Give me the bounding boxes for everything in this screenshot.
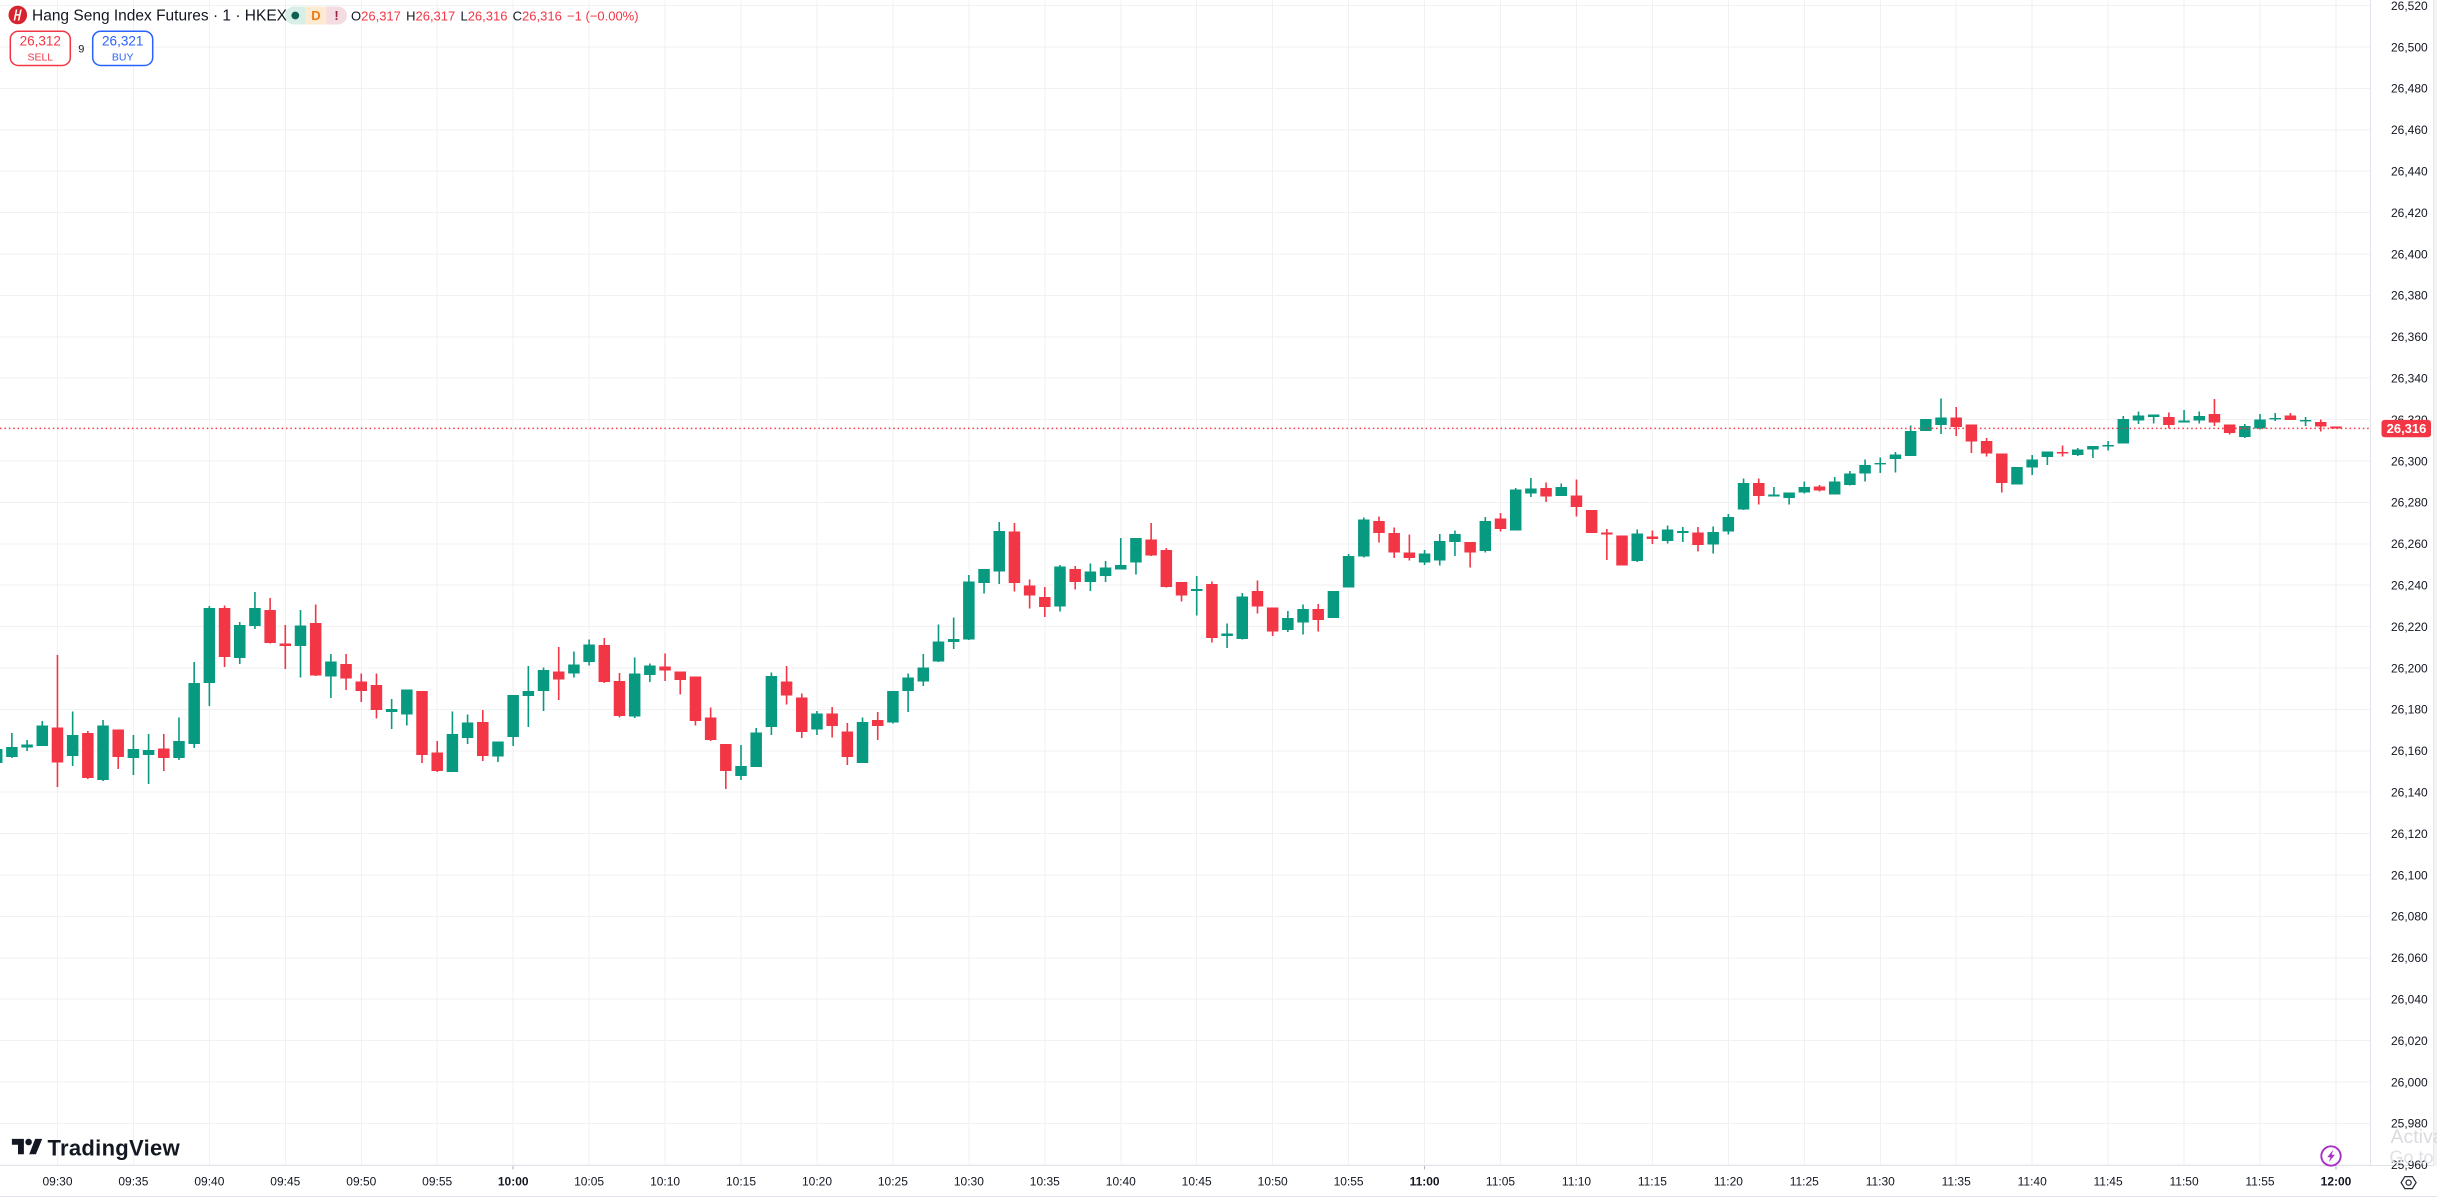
svg-text:10:20: 10:20: [802, 1175, 832, 1189]
svg-text:26,360: 26,360: [2391, 330, 2428, 344]
svg-text:10:25: 10:25: [878, 1175, 908, 1189]
svg-text:TradingView: TradingView: [48, 1135, 181, 1160]
svg-text:Hang Seng Index Futures · 1 ·: Hang Seng Index Futures · 1 · HKEX: [32, 8, 288, 25]
svg-text:11:50: 11:50: [2170, 1175, 2199, 1189]
svg-text:09:45: 09:45: [270, 1175, 300, 1189]
svg-text:26,312: 26,312: [20, 33, 61, 48]
svg-text:11:15: 11:15: [1638, 1175, 1667, 1189]
svg-text:26,140: 26,140: [2391, 786, 2428, 800]
svg-text:10:15: 10:15: [726, 1175, 756, 1189]
svg-text:26,520: 26,520: [2391, 0, 2428, 13]
svg-text:O26,317 H26,317 L26,316 C26: O26,317 H26,317 L26,316 C26,316 −1 (−0.0…: [351, 9, 639, 24]
svg-text:D: D: [311, 8, 320, 23]
svg-text:11:45: 11:45: [2094, 1175, 2123, 1189]
svg-text:10:05: 10:05: [574, 1175, 604, 1189]
svg-text:10:40: 10:40: [1106, 1175, 1136, 1189]
svg-text:26,340: 26,340: [2391, 372, 2428, 386]
svg-text:26,316: 26,316: [2387, 421, 2427, 436]
svg-text:10:30: 10:30: [954, 1175, 984, 1189]
svg-text:10:35: 10:35: [1030, 1175, 1060, 1189]
svg-text:Go to S: Go to S: [2390, 1148, 2437, 1168]
svg-text:11:40: 11:40: [2018, 1175, 2047, 1189]
svg-text:Activa: Activa: [2391, 1126, 2437, 1148]
svg-text:09:50: 09:50: [346, 1175, 376, 1189]
svg-text:26,180: 26,180: [2391, 703, 2428, 717]
svg-text:10:55: 10:55: [1334, 1175, 1364, 1189]
svg-text:10:45: 10:45: [1182, 1175, 1212, 1189]
svg-text:10:00: 10:00: [498, 1175, 529, 1189]
svg-text:26,440: 26,440: [2391, 165, 2428, 179]
svg-text:26,120: 26,120: [2391, 827, 2428, 841]
svg-text:11:10: 11:10: [1562, 1175, 1591, 1189]
svg-text:26,420: 26,420: [2391, 206, 2428, 220]
svg-text:25,960: 25,960: [2391, 1158, 2428, 1172]
svg-text:26,300: 26,300: [2391, 454, 2428, 468]
svg-text:09:40: 09:40: [194, 1175, 224, 1189]
svg-text:26,260: 26,260: [2391, 537, 2428, 551]
svg-text:10:10: 10:10: [650, 1175, 680, 1189]
svg-text:26,400: 26,400: [2391, 247, 2428, 261]
svg-text:26,160: 26,160: [2391, 744, 2428, 758]
svg-text:26,020: 26,020: [2391, 1034, 2428, 1048]
svg-text:26,000: 26,000: [2391, 1075, 2428, 1089]
svg-text:26,380: 26,380: [2391, 289, 2428, 303]
svg-text:26,040: 26,040: [2391, 993, 2428, 1007]
svg-text:11:25: 11:25: [1790, 1175, 1819, 1189]
svg-text:09:55: 09:55: [422, 1175, 452, 1189]
svg-text:26,460: 26,460: [2391, 123, 2428, 137]
svg-text:BUY: BUY: [112, 51, 134, 63]
svg-text:11:20: 11:20: [1714, 1175, 1743, 1189]
svg-text:SELL: SELL: [27, 51, 53, 63]
svg-text:11:00: 11:00: [1410, 1175, 1440, 1189]
svg-text:26,280: 26,280: [2391, 496, 2428, 510]
svg-text:26,240: 26,240: [2391, 579, 2428, 593]
svg-text:12:00: 12:00: [2321, 1175, 2352, 1189]
svg-text:25,980: 25,980: [2391, 1117, 2428, 1131]
svg-text:10:50: 10:50: [1258, 1175, 1288, 1189]
svg-text:11:35: 11:35: [1942, 1175, 1971, 1189]
svg-text:26,480: 26,480: [2391, 82, 2428, 96]
svg-text:26,080: 26,080: [2391, 910, 2428, 924]
svg-text:09:35: 09:35: [118, 1175, 148, 1189]
svg-text:!: !: [334, 8, 338, 23]
svg-text:26,321: 26,321: [102, 33, 143, 48]
svg-text:26,220: 26,220: [2391, 620, 2428, 634]
svg-text:11:55: 11:55: [2245, 1175, 2274, 1189]
svg-text:26,200: 26,200: [2391, 661, 2428, 675]
svg-text:09:30: 09:30: [42, 1175, 72, 1189]
svg-text:11:30: 11:30: [1866, 1175, 1895, 1189]
svg-text:26,500: 26,500: [2391, 40, 2428, 54]
svg-text:11:05: 11:05: [1486, 1175, 1515, 1189]
svg-text:9: 9: [78, 44, 84, 56]
svg-text:26,060: 26,060: [2391, 951, 2428, 965]
svg-text:26,100: 26,100: [2391, 868, 2428, 882]
